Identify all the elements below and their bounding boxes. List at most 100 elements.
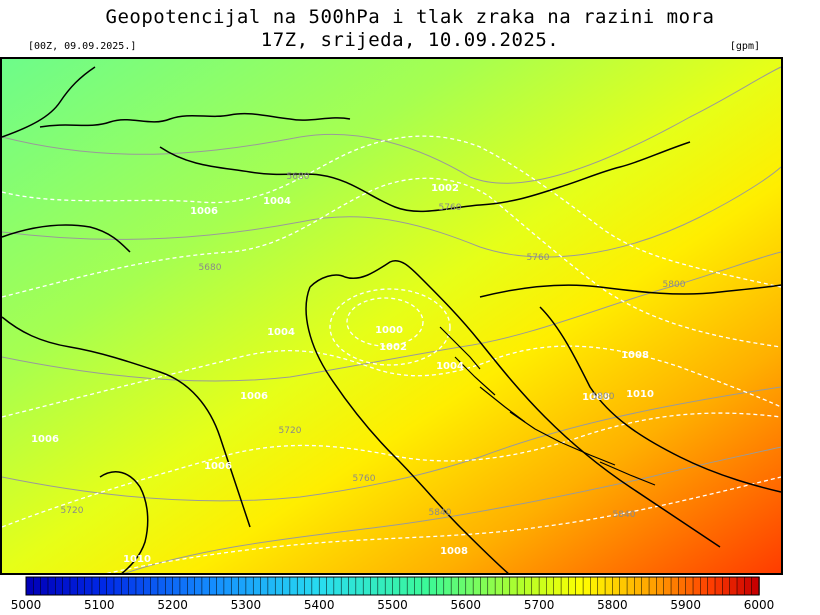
isobar-label: 1004 <box>436 361 464 372</box>
geopotential-label: 5800 <box>592 392 615 402</box>
colorbar-cell <box>634 576 643 596</box>
colorbar-cell <box>318 576 328 596</box>
colorbar-cell <box>524 576 533 596</box>
colorbar-cell <box>150 576 159 596</box>
colorbar-cell <box>77 576 86 596</box>
colorbar-tick-label: 6000 <box>743 598 775 612</box>
colorbar-tick-label: 5300 <box>230 598 262 612</box>
isobar-label: 1000 <box>375 325 403 336</box>
geopotential-label: 5760 <box>527 253 550 263</box>
isobar-label: 1004 <box>267 327 295 338</box>
isobar-label: 1008 <box>440 546 468 557</box>
colorbar-cell <box>494 576 504 596</box>
coastlines-and-borders <box>1 66 782 575</box>
colorbar-cell <box>355 576 364 596</box>
colorbar-cell <box>414 576 423 596</box>
colorbar-cell <box>509 576 518 596</box>
colorbar-cell <box>502 576 511 596</box>
weather-map: 1002 1004 1006 1006 1006 1006 1008 1010 … <box>0 57 783 575</box>
colorbar-cell <box>252 576 262 596</box>
colorbar-cell <box>84 576 93 596</box>
colorbar-tick-label: 5200 <box>157 598 188 612</box>
colorbar-cell <box>458 576 467 596</box>
isobar-label: 1002 <box>379 342 407 353</box>
geopotential-field <box>2 59 781 573</box>
colorbar-cell <box>700 576 709 596</box>
colorbar-cell <box>641 576 650 596</box>
colorbar-cell <box>370 576 379 596</box>
colorbar-cell <box>25 576 35 596</box>
colorbar-cell <box>91 576 101 596</box>
colorbar-frame <box>25 576 760 596</box>
colorbar-cell <box>384 576 394 596</box>
colorbar-cell <box>165 576 174 596</box>
colorbar-cell <box>568 576 577 596</box>
colorbar-cell <box>201 576 210 596</box>
colorbar-cell <box>436 576 445 596</box>
colorbar-cell <box>47 576 57 596</box>
colorbar-cell <box>648 576 658 596</box>
colorbar-cell <box>663 576 672 596</box>
colorbar-cell <box>340 576 350 596</box>
geopotential-label: 5720 <box>279 426 302 436</box>
colorbar-cell <box>406 576 416 596</box>
colorbar-cell <box>516 576 526 596</box>
colorbar-cell <box>135 576 145 596</box>
colorbar-cell <box>326 576 335 596</box>
colorbar-cell <box>157 576 167 596</box>
colorbar-cell <box>209 576 218 596</box>
isobar-label: 1002 <box>431 183 459 194</box>
geopotential-label: 5680 <box>199 263 222 273</box>
colorbar-cell <box>487 576 496 596</box>
colorbar-cell <box>560 576 570 596</box>
colorbar-cell <box>604 576 614 596</box>
colorbar-cell <box>450 576 460 596</box>
colorbar-cell <box>282 576 291 596</box>
colorbar-cell <box>33 576 42 596</box>
colorbar-cell <box>421 576 430 596</box>
colorbar-cell <box>546 576 555 596</box>
colorbar-tick-label: 5800 <box>597 598 628 612</box>
colorbar-cell <box>597 576 606 596</box>
geopotential-label: 5840 <box>429 508 452 518</box>
colorbar-cell <box>531 576 540 596</box>
geopotential-label: 5760 <box>353 474 376 484</box>
colorbar-cell <box>707 576 716 596</box>
colorbar-cell <box>121 576 130 596</box>
colorbar-cell <box>678 576 687 596</box>
colorbar-cell <box>267 576 276 596</box>
colorbar-cell <box>172 576 181 596</box>
colorbar-tick-label: 5700 <box>523 598 555 612</box>
isobar-label: 1006 <box>240 391 268 402</box>
isobar-label: 1008 <box>621 350 649 361</box>
colorbar-cell <box>113 576 123 596</box>
colorbar-cell <box>377 576 386 596</box>
geopotential-label: 5760 <box>439 203 462 213</box>
colorbar-cell <box>714 576 724 596</box>
colorbar-cell <box>392 576 401 596</box>
colorbar-cell <box>238 576 247 596</box>
colorbar-cell <box>348 576 357 596</box>
isobar-label: 1008 <box>582 392 610 403</box>
colorbar-cell <box>428 576 438 596</box>
colorbar-cell <box>223 576 232 596</box>
colorbar-cell <box>179 576 189 596</box>
colorbar-tick-label: 5400 <box>303 598 335 612</box>
colorbar-cell <box>729 576 738 596</box>
colorbar-cell <box>399 576 408 596</box>
colorbar-cell <box>296 576 306 596</box>
colorbar-cell <box>216 576 225 596</box>
colorbar-cell <box>736 576 746 596</box>
unit-label: [gpm] <box>729 41 760 52</box>
colorbar-cell <box>582 576 592 596</box>
colorbar-cell <box>575 576 584 596</box>
map-title-line1: Geopotencijal na 500hPa i tlak zraka na … <box>105 6 715 28</box>
colorbar-tick-label: 5600 <box>450 598 482 612</box>
colorbar-cell <box>260 576 269 596</box>
colorbar-tick-label: 5000 <box>10 598 42 612</box>
colorbar-cell <box>245 576 254 596</box>
colorbar-cell <box>187 576 196 596</box>
colorbar-cell <box>289 576 298 596</box>
geopotential-label: 5840 <box>613 510 636 520</box>
map-frame <box>0 57 783 575</box>
